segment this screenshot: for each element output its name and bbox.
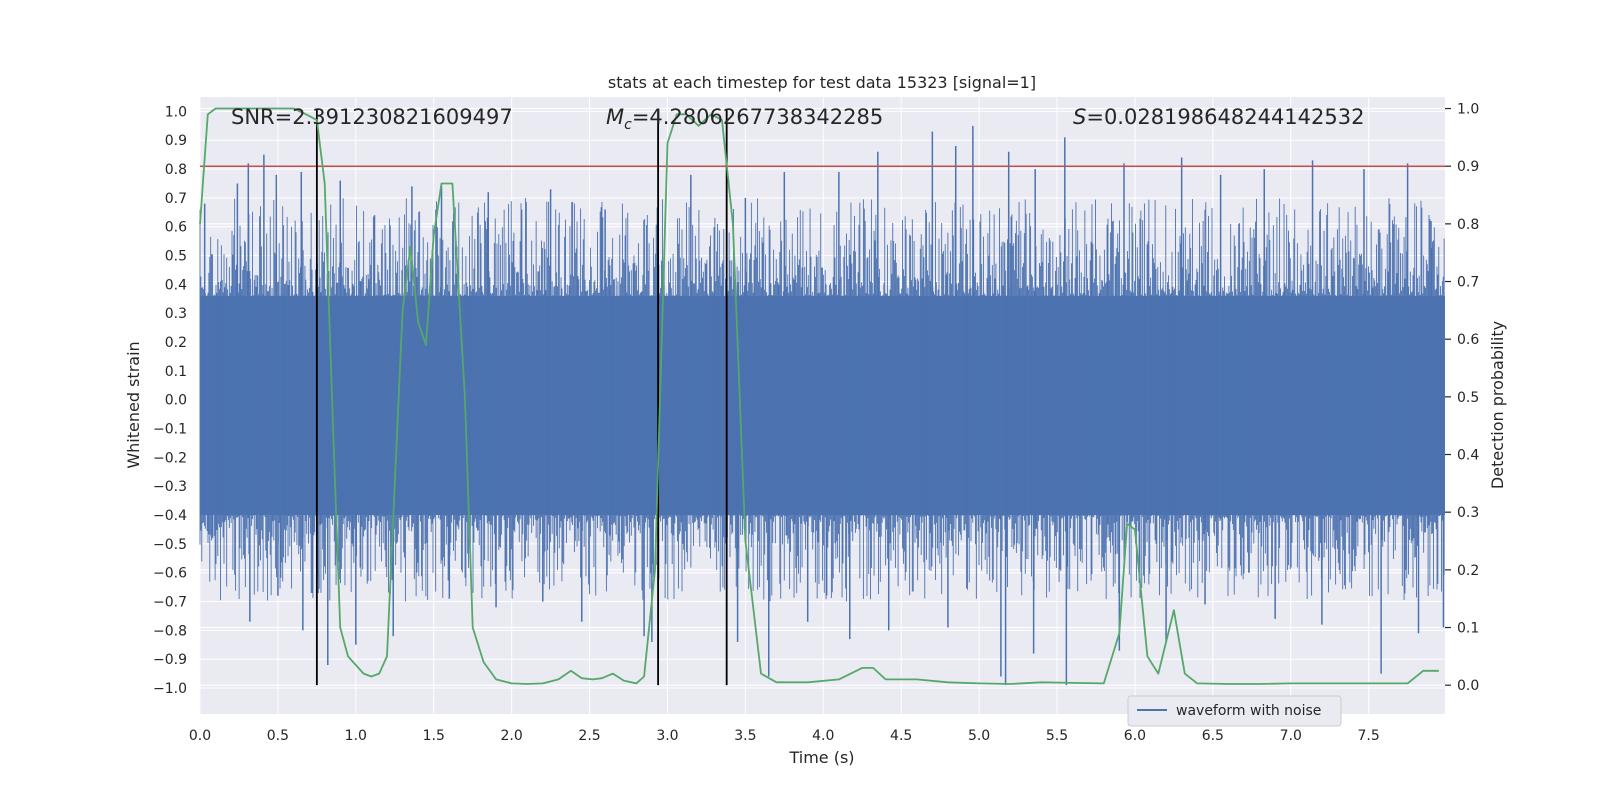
chart-title: stats at each timestep for test data 153… (608, 73, 1036, 92)
event-lines (315, 108, 728, 686)
y-right-tick-label: 0.2 (1457, 563, 1479, 579)
y-left-tick-label: −0.5 (153, 537, 187, 553)
x-tick-label: 7.5 (1358, 728, 1380, 744)
x-tick-label: 0.0 (189, 728, 211, 744)
chirp-mass-symbol: M (606, 105, 624, 129)
x-tick-label: 5.0 (968, 728, 990, 744)
y-left-tick-label: −0.6 (153, 566, 187, 582)
y-left-tick-label: −0.2 (153, 450, 187, 466)
y-left-tick-label: 0.4 (165, 277, 187, 293)
y-right-tick-label: 0.4 (1457, 448, 1479, 464)
y-right-axis-ticks: 1.0 0.9 0.8 0.7 0.6 0.5 0.4 0.3 0.2 0.1 0.0 (1445, 102, 1479, 694)
x-tick-label: 3.5 (734, 728, 756, 744)
x-axis-label: Time (s) (788, 748, 854, 767)
chirp-mass-annotation: Mc=4.2806267738342285 (606, 105, 883, 133)
y-left-tick-label: −1.0 (153, 681, 187, 697)
y-left-axis-ticks: 1.0 0.9 0.8 0.7 0.6 0.5 0.4 0.3 0.2 0.1 0.0 −0.1 −0.… (153, 104, 187, 697)
x-tick-label: 4.5 (890, 728, 912, 744)
legend-waveform-label: waveform with noise (1176, 703, 1321, 719)
y-right-tick-label: 0.7 (1457, 275, 1479, 291)
y-right-tick-label: 0.0 (1457, 678, 1479, 694)
y-left-tick-label: −0.8 (153, 623, 187, 639)
x-tick-label: 1.0 (345, 728, 367, 744)
y-left-tick-label: −0.3 (153, 479, 187, 495)
y-left-tick-label: 0.6 (165, 220, 187, 236)
y-right-tick-label: 0.5 (1457, 390, 1479, 406)
y-right-axis-label: Detection probability (1488, 321, 1507, 489)
x-tick-label: 2.0 (501, 728, 523, 744)
s-symbol: S (1073, 105, 1086, 129)
chirp-mass-value: =4.2806267738342285 (632, 105, 883, 129)
y-left-tick-label: 0.2 (165, 335, 187, 351)
x-tick-label: 0.5 (267, 728, 289, 744)
waveform-series (199, 125, 1445, 686)
y-left-tick-label: 1.0 (165, 104, 187, 120)
x-tick-label: 2.5 (578, 728, 600, 744)
y-right-tick-label: 0.6 (1457, 332, 1479, 348)
x-axis-ticks: 0.0 0.5 1.0 1.5 2.0 2.5 3.0 3.5 4.0 4.5 5.0 5.5 6.0 6… (189, 728, 1380, 744)
probability-series (199, 107, 1439, 685)
chirp-mass-subscript: c (624, 117, 632, 133)
y-left-tick-label: −0.1 (153, 422, 187, 438)
y-right-tick-label: 1.0 (1457, 102, 1479, 118)
y-left-tick-label: 0.7 (165, 191, 187, 207)
y-right-tick-label: 0.3 (1457, 505, 1479, 521)
y-left-tick-label: 0.9 (165, 133, 187, 149)
y-left-tick-label: 0.5 (165, 249, 187, 265)
x-tick-label: 6.5 (1202, 728, 1224, 744)
y-left-tick-label: 0.1 (165, 364, 187, 380)
s-annotation: S=0.028198648244142532 (1073, 105, 1364, 129)
probability-line (199, 107, 1439, 685)
y-left-tick-label: −0.7 (153, 595, 187, 611)
legend: waveform with noise (1127, 695, 1342, 727)
y-right-tick-label: 0.9 (1457, 159, 1479, 175)
x-tick-label: 5.5 (1046, 728, 1068, 744)
y-left-axis-label: Whitened strain (124, 341, 143, 468)
y-left-tick-label: 0.0 (165, 393, 187, 409)
y-left-tick-label: −0.9 (153, 652, 187, 668)
legend-box (1127, 695, 1342, 727)
x-tick-label: 6.0 (1124, 728, 1146, 744)
y-right-tick-label: 0.1 (1457, 621, 1479, 637)
x-tick-label: 3.0 (656, 728, 678, 744)
x-tick-label: 1.5 (423, 728, 445, 744)
y-left-tick-label: 0.3 (165, 306, 187, 322)
x-tick-label: 4.0 (812, 728, 834, 744)
y-left-tick-label: 0.8 (165, 162, 187, 178)
s-value: =0.028198648244142532 (1086, 105, 1364, 129)
x-tick-label: 7.0 (1280, 728, 1302, 744)
y-left-tick-label: −0.4 (153, 508, 187, 524)
y-right-tick-label: 0.8 (1457, 217, 1479, 233)
snr-annotation: SNR=2.391230821609497 (231, 105, 513, 129)
